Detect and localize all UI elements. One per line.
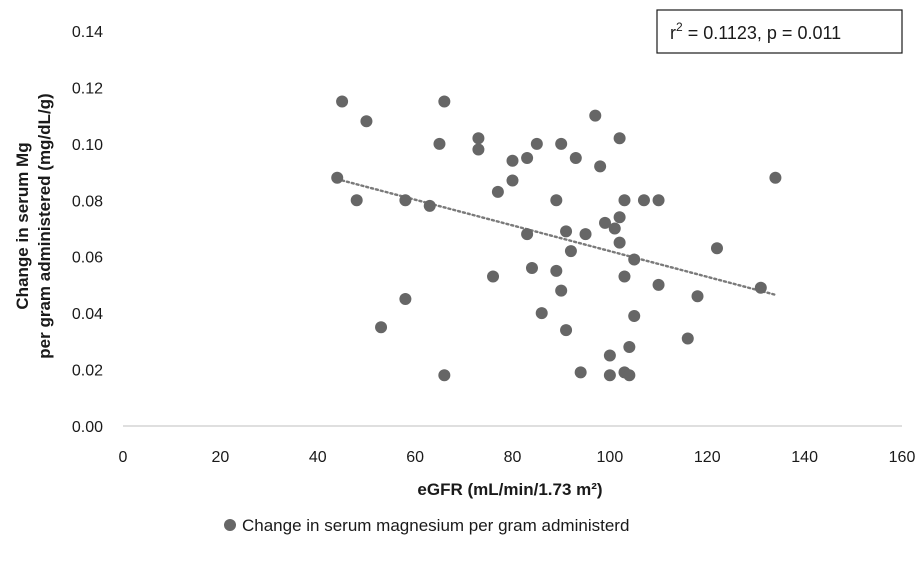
y-tick-label: 0.08 <box>72 193 103 210</box>
x-tick-label: 140 <box>791 449 818 466</box>
data-point <box>487 270 500 283</box>
annotation-box: r2 = 0.1123, p = 0.011 <box>656 9 903 54</box>
x-axis-ticks: 0 20 40 60 80 100 120 140 160 <box>119 449 916 466</box>
data-point <box>472 132 485 145</box>
data-point <box>569 151 582 164</box>
y-axis-ticks: 0.00 0.02 0.04 0.06 0.08 0.10 0.12 0.14 <box>72 24 103 436</box>
data-point <box>433 137 446 150</box>
data-point <box>603 349 616 362</box>
data-point <box>331 171 344 184</box>
data-point <box>506 174 519 187</box>
y-tick-label: 0.10 <box>72 137 103 154</box>
annotation-r: r <box>670 23 676 43</box>
data-point <box>579 228 592 241</box>
data-point <box>652 278 665 291</box>
annotation-stats: = 0.1123, p = 0.011 <box>683 23 841 43</box>
data-point <box>710 242 723 255</box>
data-point <box>594 160 607 173</box>
x-tick-label: 0 <box>119 449 128 466</box>
data-point <box>769 171 782 184</box>
data-point <box>637 194 650 207</box>
y-axis-title-line-2: per gram administered (mg/dL/g) <box>35 93 54 358</box>
data-point <box>375 321 388 334</box>
y-tick-label: 0.00 <box>72 419 103 436</box>
annotation-superscript: 2 <box>676 20 683 34</box>
data-point <box>360 115 373 128</box>
data-point <box>350 194 363 207</box>
data-point <box>560 324 573 337</box>
legend: Change in serum magnesium per gram admin… <box>224 516 629 535</box>
data-point <box>613 236 626 249</box>
data-point <box>613 132 626 145</box>
data-point <box>623 369 636 382</box>
data-point <box>555 284 568 297</box>
data-point <box>525 262 538 274</box>
annotation-border <box>656 9 903 54</box>
data-point <box>438 369 451 382</box>
data-point <box>691 290 704 303</box>
y-tick-label: 0.12 <box>72 80 103 97</box>
data-point <box>754 281 767 294</box>
data-point <box>555 137 568 150</box>
data-point <box>603 369 616 382</box>
data-point <box>652 194 665 207</box>
data-point <box>530 137 543 150</box>
data-point <box>399 194 412 207</box>
data-point <box>574 366 587 379</box>
data-point <box>550 264 563 277</box>
annotation-text: r2 = 0.1123, p = 0.011 <box>670 20 841 43</box>
x-tick-label: 100 <box>597 449 624 466</box>
x-axis-title: eGFR (mL/min/1.73 m²) <box>417 480 602 499</box>
y-axis-title: Change in serum Mg per gram administered… <box>13 93 54 358</box>
x-tick-label: 40 <box>309 449 327 466</box>
data-point <box>399 293 412 306</box>
legend-marker <box>224 519 236 531</box>
data-point <box>550 194 563 207</box>
y-tick-label: 0.02 <box>72 363 103 380</box>
y-tick-label: 0.06 <box>72 250 103 267</box>
x-tick-label: 160 <box>889 449 916 466</box>
legend-label: Change in serum magnesium per gram admin… <box>242 516 629 535</box>
data-point <box>608 222 621 235</box>
data-point <box>628 253 641 266</box>
data-point <box>506 154 519 167</box>
data-point <box>336 95 349 108</box>
data-point <box>599 216 612 229</box>
y-tick-label: 0.14 <box>72 24 103 41</box>
data-point <box>521 228 534 241</box>
data-point <box>560 225 573 238</box>
data-point <box>491 185 504 198</box>
x-tick-label: 60 <box>406 449 424 466</box>
data-point <box>564 245 577 258</box>
data-point <box>623 341 636 353</box>
data-point <box>423 199 436 212</box>
data-point <box>681 332 694 345</box>
y-tick-label: 0.04 <box>72 306 103 323</box>
data-point <box>628 309 641 322</box>
data-point <box>535 307 548 320</box>
data-points <box>331 95 782 382</box>
x-tick-label: 120 <box>694 449 721 466</box>
x-tick-label: 20 <box>211 449 229 466</box>
data-point <box>589 109 602 122</box>
data-point <box>438 95 451 108</box>
data-point <box>618 194 631 207</box>
x-tick-label: 80 <box>504 449 522 466</box>
y-axis-title-line-1: Change in serum Mg <box>13 142 32 309</box>
data-point <box>521 151 534 164</box>
data-point <box>472 143 485 156</box>
data-point <box>618 270 631 283</box>
data-point <box>613 211 626 224</box>
